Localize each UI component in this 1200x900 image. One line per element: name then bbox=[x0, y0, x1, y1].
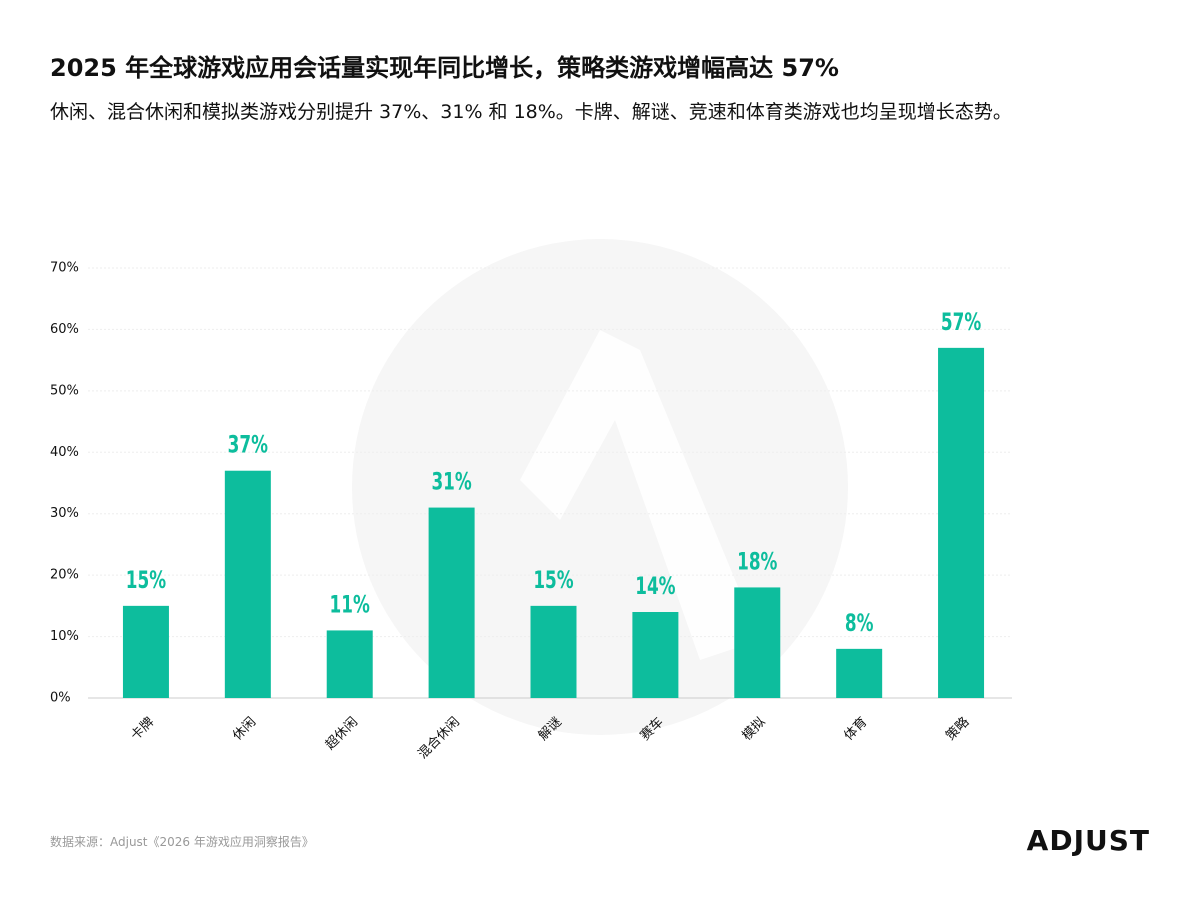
value-label: 31% bbox=[431, 468, 471, 496]
y-tick-label: 70% bbox=[50, 261, 79, 276]
y-tick-label: 10% bbox=[50, 629, 79, 644]
value-label: 8% bbox=[845, 610, 874, 638]
x-tick-label: 体育 bbox=[841, 714, 871, 744]
y-tick-label: 40% bbox=[50, 445, 79, 460]
x-tick-label: 休闲 bbox=[230, 715, 259, 744]
chart-subtitle: 休闲、混合休闲和模拟类游戏分别提升 37%、31% 和 18%。卡牌、解谜、竞速… bbox=[50, 101, 1012, 123]
y-tick-label: 20% bbox=[50, 568, 79, 583]
value-label: 15% bbox=[126, 567, 166, 595]
x-tick-label: 策略 bbox=[943, 714, 973, 744]
bar bbox=[836, 648, 883, 698]
bar bbox=[938, 347, 985, 698]
watermark bbox=[352, 239, 848, 735]
bar bbox=[428, 507, 475, 698]
bar bbox=[530, 605, 577, 698]
value-label: 57% bbox=[941, 309, 981, 337]
chart-title: 2025 年全球游戏应用会话量实现年同比增长，策略类游戏增幅高达 57% bbox=[50, 54, 839, 82]
y-tick-label: 0% bbox=[50, 691, 71, 706]
value-label: 14% bbox=[635, 573, 675, 601]
y-tick-label: 60% bbox=[50, 322, 79, 337]
logo: ADJUST bbox=[1027, 824, 1150, 857]
source: 数据来源：Adjust《2026 年游戏应用洞察报告》 bbox=[50, 834, 314, 849]
y-tick-label: 30% bbox=[50, 506, 79, 521]
value-label: 11% bbox=[330, 591, 370, 619]
bar bbox=[224, 470, 271, 698]
x-tick-label: 超休闲 bbox=[323, 715, 361, 753]
bar bbox=[122, 605, 169, 698]
value-label: 37% bbox=[228, 432, 268, 460]
bar bbox=[734, 587, 781, 698]
value-label: 15% bbox=[533, 567, 573, 595]
x-tick-label: 卡牌 bbox=[128, 714, 158, 744]
watermark-logo bbox=[520, 330, 760, 660]
x-tick-label: 模拟 bbox=[740, 715, 769, 744]
bar bbox=[632, 612, 679, 698]
y-tick-label: 50% bbox=[50, 383, 79, 398]
bar bbox=[326, 630, 373, 698]
value-label: 18% bbox=[737, 548, 777, 576]
x-tick-label: 混合休闲 bbox=[416, 715, 463, 762]
